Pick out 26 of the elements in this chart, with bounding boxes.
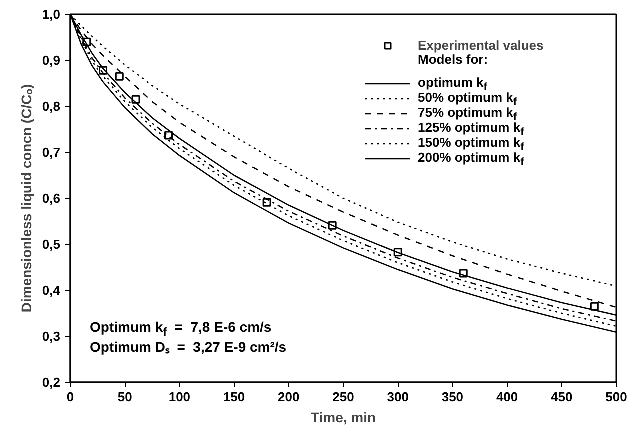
- x-tick-label: 250: [332, 390, 354, 404]
- y-tick-label: 1,0: [42, 7, 61, 22]
- x-tick-label: 200: [278, 390, 300, 404]
- x-tick-label: 400: [496, 390, 518, 404]
- annotation: Optimum k$_{f}$ = 7,8 E-6 cm/s: [90, 318, 272, 339]
- y-tick-label: 0,7: [42, 145, 61, 160]
- x-tick-label: 0: [66, 390, 74, 404]
- x-tick-label: 100: [168, 390, 191, 404]
- x-tick-label: 150: [223, 390, 246, 404]
- x-tick-label: 500: [606, 390, 628, 404]
- x-axis-title: Time, min: [310, 410, 376, 426]
- y-tick-label: 0,9: [42, 53, 61, 68]
- y-axis-title: Dimensionless liquid concn (C/Cₒ): [18, 84, 34, 313]
- y-tick-label: 0,4: [42, 283, 62, 298]
- y-tick-label: 0,3: [42, 329, 61, 344]
- y-tick-label: 0,2: [42, 375, 61, 390]
- legend-label: Experimental values: [418, 38, 544, 53]
- x-tick-label: 300: [387, 390, 409, 404]
- y-tick-label: 0,8: [42, 99, 61, 114]
- annotation: Optimum Dₛ = 3,27 E-9 cm²/s: [90, 338, 287, 356]
- x-tick-label: 450: [551, 390, 573, 404]
- legend-title: Models for:: [418, 52, 488, 69]
- y-tick-label: 0,5: [42, 237, 61, 252]
- y-tick-label: 0,6: [42, 191, 61, 206]
- x-tick-label: 50: [118, 390, 132, 404]
- x-tick-label: 350: [442, 390, 464, 404]
